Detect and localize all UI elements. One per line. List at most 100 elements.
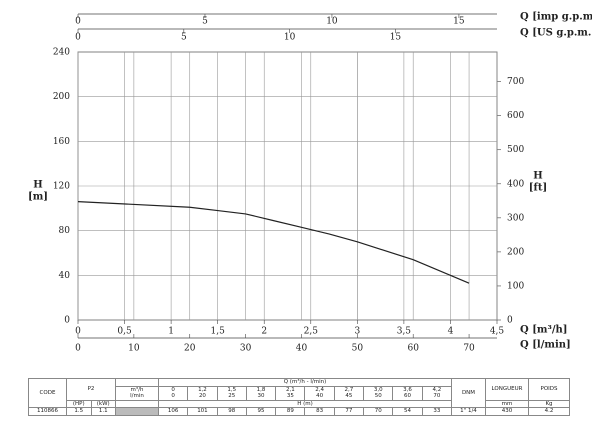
x-tick-label: 5 (181, 33, 187, 43)
curve (77, 201, 470, 284)
cell-text: m³/h (130, 386, 144, 393)
table-row: 110866 1.5 1.1 106 101 98 95 89 83 77 70 54 33 1" 1/4… (28, 407, 570, 416)
cell-text: 30 (257, 393, 265, 399)
x-tick-label: 4,5 (490, 327, 505, 337)
y-unit: [m] (28, 192, 48, 203)
x-tick-label: 10 (284, 33, 296, 43)
cell-text: l/min (130, 393, 144, 399)
x-tick-label: 3,5 (397, 327, 412, 337)
cell-text: 2,7 (344, 386, 354, 393)
x-tick-label: 2 (261, 327, 267, 337)
cell-text: (kW) (96, 400, 110, 407)
cell-text: 4.2 (544, 408, 554, 414)
cell-text: P2 (87, 386, 95, 392)
table-cell (115, 378, 159, 387)
y2-unit: [ft] (529, 183, 547, 194)
x-tick-label: 3 (354, 327, 360, 337)
cell-text: 110866 (37, 408, 58, 414)
table-cell: 4,2 70 (421, 385, 453, 401)
cell-text: 50 (374, 393, 382, 399)
table-cell: 110866 (28, 407, 67, 416)
x-tick-label: 20 (184, 344, 196, 354)
y2-label: H (533, 171, 542, 182)
table-row: (HP) (kW) H (m) mm Kg (29, 399, 570, 408)
y2-tick-label: 300 (507, 213, 524, 223)
cell-text: mm (501, 400, 513, 407)
cell-text: 33 (433, 408, 441, 414)
cell-text: (HP) (72, 400, 85, 407)
cell-text: 1.1 (98, 408, 108, 414)
table-cell: 4.2 (528, 407, 570, 416)
x-tick-label: 70 (463, 344, 475, 354)
y-tick-label: 120 (53, 182, 70, 192)
table-cell: 3,0 50 (363, 385, 394, 401)
table-cell: 1.5 (66, 407, 92, 416)
table-cell: (HP) (66, 399, 92, 408)
cell-text: 25 (228, 393, 236, 399)
table-cell: 3,6 60 (392, 385, 423, 401)
cell-text: Kg (545, 400, 553, 407)
table-cell: LONGUEUR (485, 378, 529, 401)
cell-text: 83 (316, 408, 324, 414)
cell-text: DNM (461, 389, 476, 396)
y-tick-label: 80 (59, 226, 71, 236)
x-tick-label: 0 (75, 17, 81, 27)
x-tick-label: 50 (352, 344, 364, 354)
cell-text: 1,2 (198, 386, 207, 393)
x-tick-label: 4 (448, 327, 454, 337)
cell-text: Q (m³/h - l/min) (283, 379, 327, 385)
table-cell: mm (485, 399, 529, 408)
table-cell: 77 (333, 407, 365, 416)
table-cell: 2,4 40 (304, 385, 335, 401)
cell-text: 54 (404, 408, 412, 414)
cell-text: 101 (197, 408, 208, 414)
cell-text: 1.5 (74, 408, 84, 414)
table-cell: 2,1 35 (275, 385, 306, 401)
cell-text: 77 (345, 408, 353, 414)
cell-text: 40 (316, 393, 324, 399)
cell-text: 3,6 (403, 386, 412, 393)
y2-tick-label: 700 (507, 77, 524, 87)
cell-text: 70 (374, 408, 382, 414)
y-tick-label: 160 (53, 137, 70, 147)
table-cell: 70 (363, 407, 394, 416)
cell-text: 1" 1/4 (460, 408, 477, 414)
x-tick-label: 10 (128, 344, 140, 354)
table-cell: Kg (528, 399, 570, 408)
y-label: H (33, 180, 42, 191)
y-tick-label: 200 (53, 92, 70, 102)
y2-tick-label: 400 (507, 179, 524, 189)
y2-tick-label: 500 (507, 145, 524, 155)
x-axis-label: Q [imp g.p.m] (520, 12, 592, 23)
cell-text: 60 (404, 393, 412, 399)
y-tick-label: 0 (64, 316, 70, 326)
table-cell: 95 (245, 407, 277, 416)
table-cell: 33 (421, 407, 453, 416)
cell-text: 98 (228, 408, 236, 414)
cell-text: 0 (171, 393, 175, 399)
x-axis-label: Q [US g.p.m.] (520, 28, 592, 39)
cell-text: 89 (286, 408, 294, 414)
table-cell: DNM (451, 378, 486, 408)
y2-tick-label: 200 (507, 247, 524, 257)
cell-text: 20 (198, 393, 206, 399)
spec-table: CODE P2 Q (m³/h - l/min) DNM LONGUEUR POIDS m³… (28, 378, 570, 416)
table-cell: 106 (157, 407, 189, 416)
cell-text: 2,4 (315, 386, 324, 393)
cell-text: 1,8 (256, 386, 266, 393)
cell-text: 106 (167, 408, 179, 414)
x-axis-label: Q [l/min] (520, 340, 571, 351)
x-tick-label: 10 (326, 17, 338, 27)
y2-tick-label: 600 (507, 111, 524, 121)
table-cell: 1.1 (90, 407, 116, 416)
x-tick-label: 40 (296, 344, 308, 354)
table-cell: 89 (275, 407, 306, 416)
cell-text: 1,5 (227, 386, 237, 393)
table-cell: 1,2 20 (187, 385, 218, 401)
table-cell: 83 (304, 407, 335, 416)
cell-text: H (m) (297, 400, 313, 407)
x-tick-label: 0,5 (117, 327, 132, 337)
cell-text: 3,0 (373, 386, 383, 393)
table-cell: POIDS (528, 378, 570, 401)
